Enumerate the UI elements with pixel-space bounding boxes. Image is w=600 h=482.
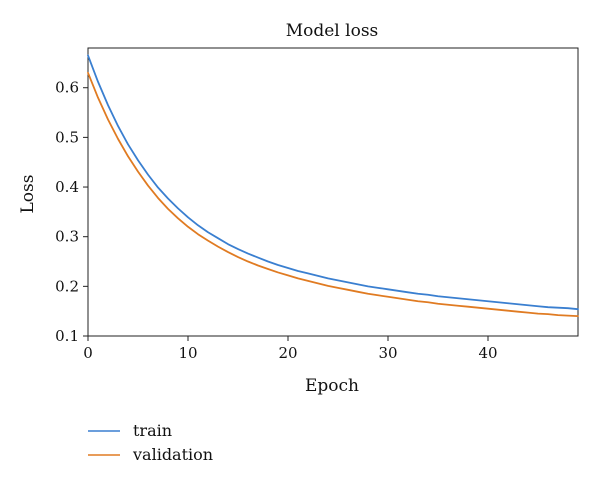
x-tick-label: 40 (478, 344, 497, 362)
y-axis-label: Loss (18, 175, 38, 214)
y-tick-label: 0.2 (55, 277, 79, 295)
x-tick-label: 20 (278, 344, 297, 362)
y-axis-ticks: 0.1 0.2 0.3 0.4 0.5 0.6 (55, 79, 88, 345)
series-layer (87, 54, 579, 318)
y-tick-label: 0.3 (55, 228, 79, 246)
y-tick-label: 0.5 (55, 128, 79, 146)
legend: train validation (88, 421, 213, 464)
chart-title: Model loss (286, 21, 379, 41)
x-axis-ticks: 0 10 20 30 40 (83, 336, 498, 362)
legend-label-train: train (133, 421, 172, 440)
x-tick-label: 30 (378, 344, 397, 362)
series-line-validation (87, 71, 579, 318)
y-tick-label: 0.6 (55, 79, 79, 97)
x-tick-label: 10 (178, 344, 197, 362)
series-line-train (87, 54, 579, 311)
x-tick-label: 0 (83, 344, 93, 362)
x-axis-label: Epoch (305, 376, 359, 396)
legend-label-validation: validation (132, 445, 213, 464)
y-tick-label: 0.4 (55, 178, 79, 196)
y-tick-label: 0.1 (55, 327, 79, 345)
plot-frame (87, 47, 579, 337)
plot-area (87, 47, 579, 337)
